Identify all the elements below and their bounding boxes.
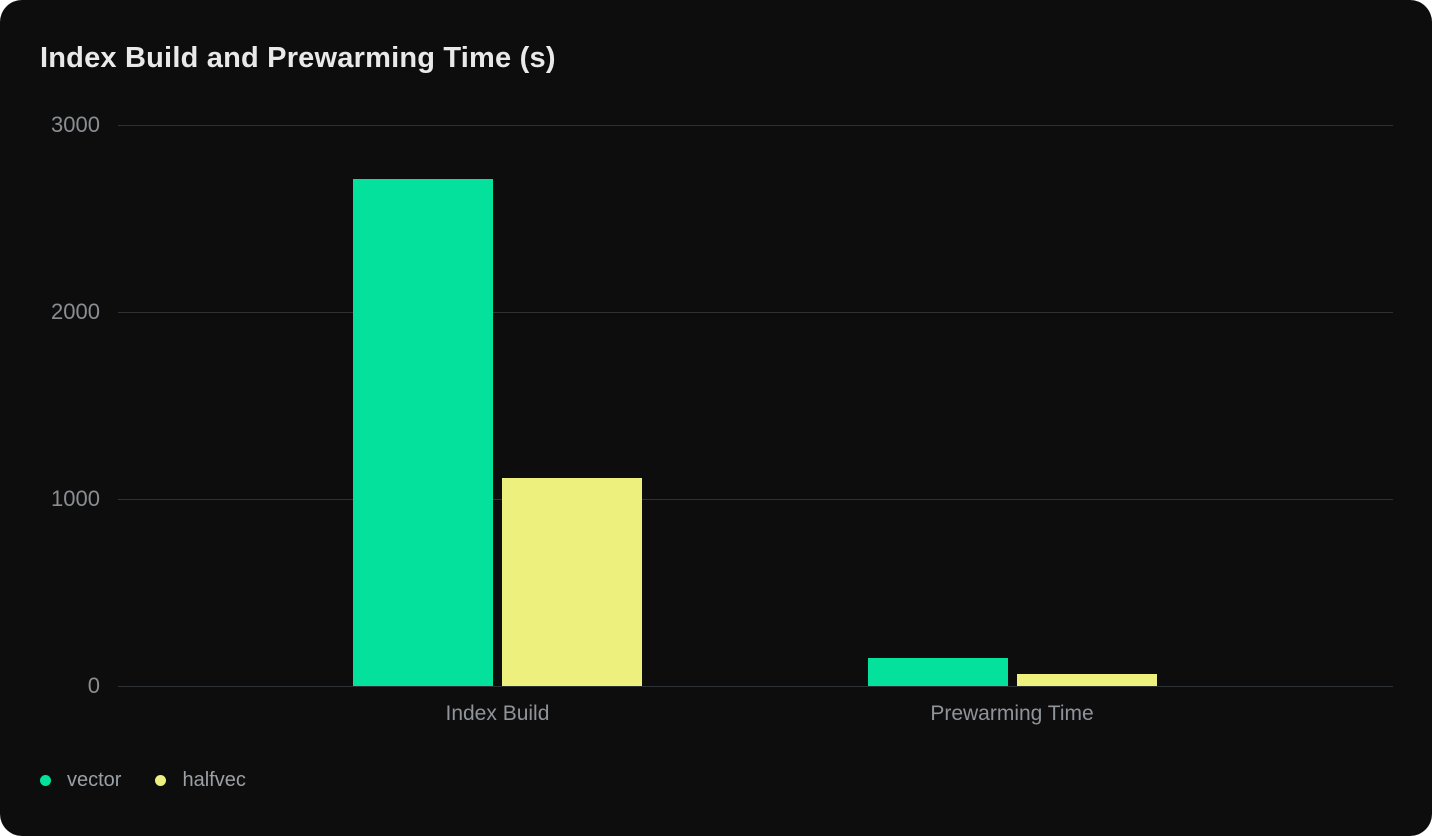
y-axis-tick-label: 1000 — [51, 486, 100, 511]
bar-vector-prewarming-time — [867, 657, 1008, 686]
legend: vector halfvec — [40, 770, 246, 790]
x-axis-label: Prewarming Time — [930, 702, 1094, 725]
plot-area — [118, 125, 1393, 687]
gridline — [118, 686, 1393, 687]
x-axis-label: Index Build — [445, 702, 550, 725]
gridline — [118, 499, 1393, 500]
legend-label: halfvec — [182, 769, 246, 791]
y-axis-tick-label: 3000 — [51, 112, 100, 137]
bar-vector-index-build — [352, 179, 493, 686]
bar-halfvec-index-build — [501, 478, 642, 686]
legend-swatch-halfvec — [155, 774, 167, 786]
y-axis-tick-label: 0 — [87, 673, 100, 698]
bar-halfvec-prewarming-time — [1016, 673, 1157, 686]
legend-swatch-vector — [40, 774, 51, 786]
legend-item-halfvec[interactable]: halfvec — [155, 769, 246, 791]
legend-item-vector[interactable]: vector — [40, 770, 121, 790]
legend-label: vector — [67, 769, 122, 791]
gridline — [118, 125, 1393, 126]
y-axis-tick-label: 2000 — [51, 299, 100, 324]
chart-title: Index Build and Prewarming Time (s) — [40, 42, 556, 74]
gridline — [118, 312, 1393, 313]
